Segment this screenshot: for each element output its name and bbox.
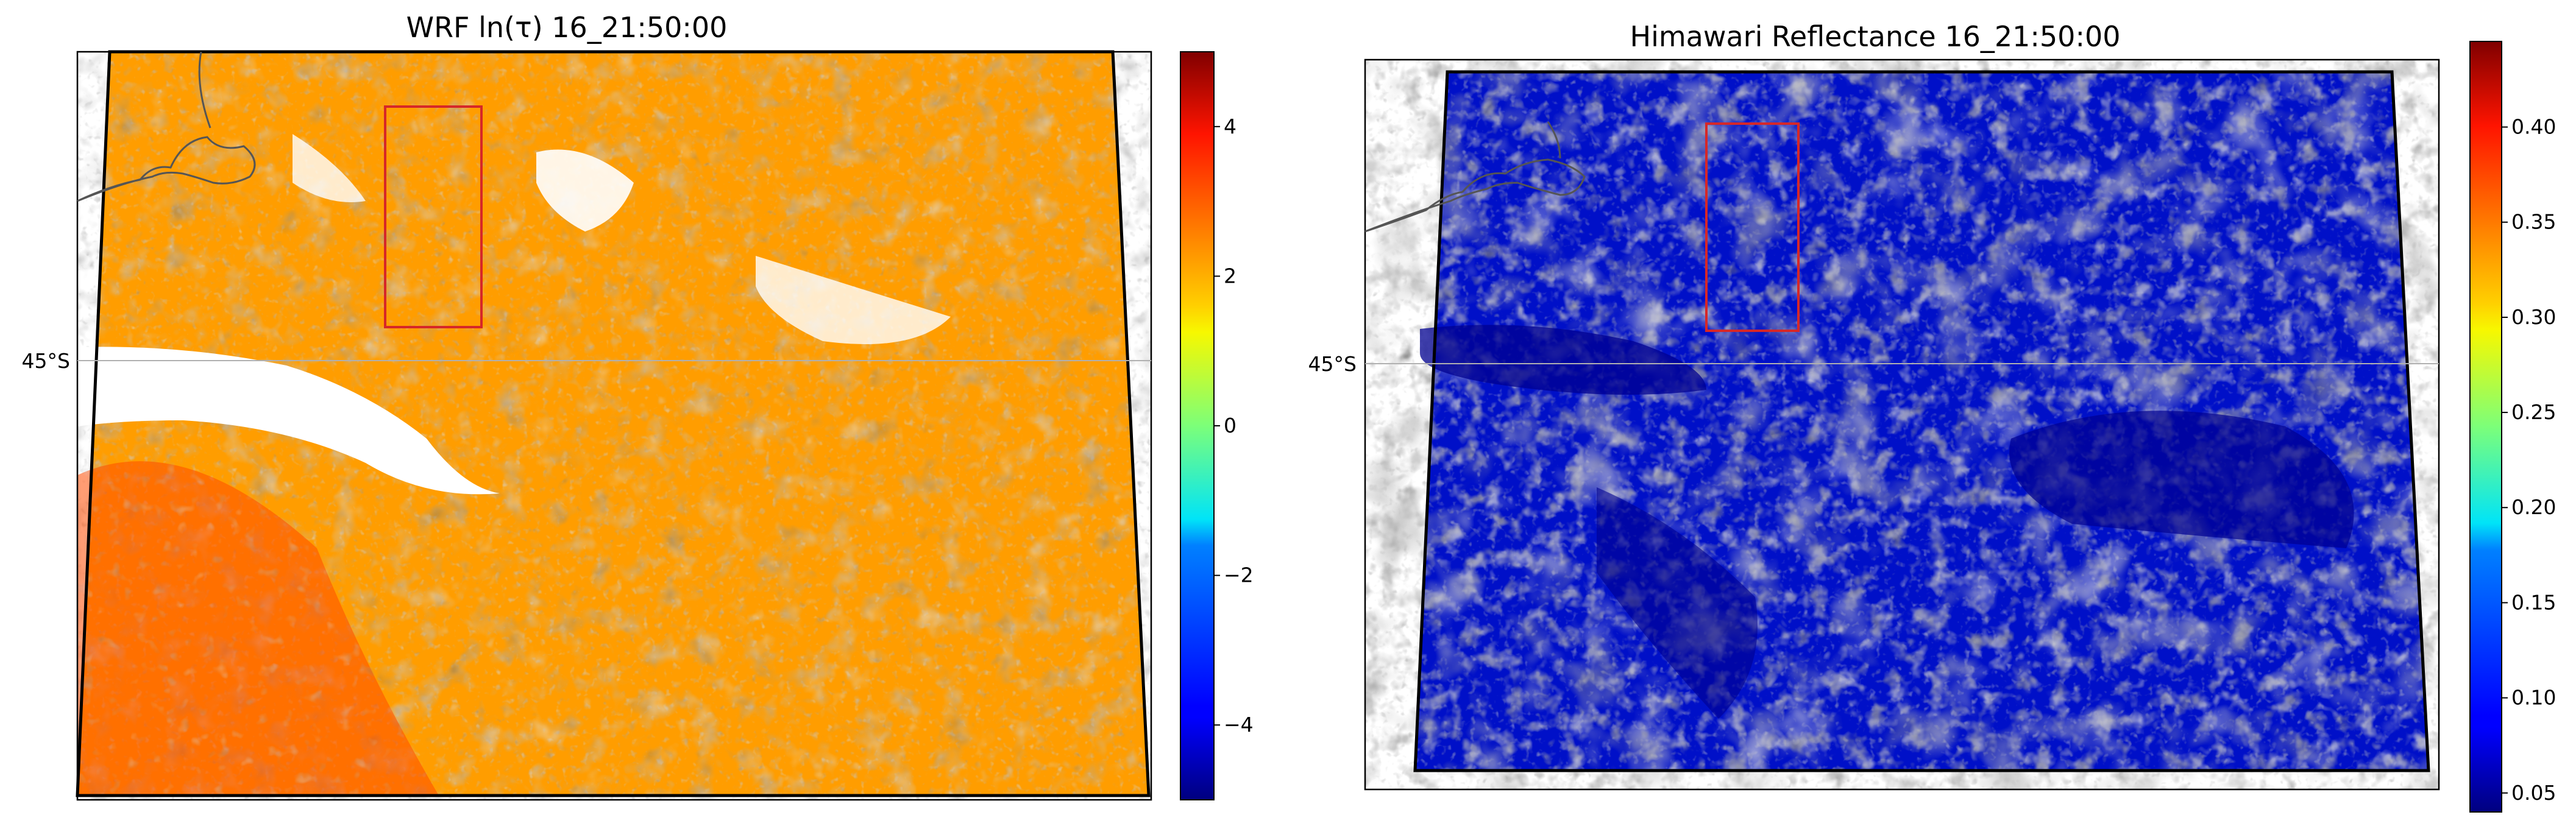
wrf-coastline: [77, 51, 256, 202]
wrf-colorbar-tick-label: 2: [1224, 264, 1237, 288]
wrf-heatmap: [77, 52, 1151, 800]
wrf-axes-frame: [76, 51, 1152, 801]
panel-title-wrf: WRF ln(τ) 16_21:50:00: [406, 11, 728, 44]
himawari-colorbar-tick-label: 0.40: [2511, 115, 2556, 139]
panel-himawari: Himawari Reflectance 16_21:50:00 45°S 0.…: [1308, 20, 2556, 813]
himawari-colorbar-ticks: 0.05 0.10 0.15 0.20 0.25 0.30 0.35 0.40: [2502, 115, 2556, 805]
wrf-colorbar-tick-label: 4: [1224, 115, 1237, 138]
himawari-colorbar-tick-label: 0.25: [2511, 400, 2556, 424]
wrf-colorbar-tick-label: −4: [1224, 713, 1254, 736]
himawari-coastline: [1364, 121, 1586, 233]
panel-title-himawari: Himawari Reflectance 16_21:50:00: [1630, 20, 2121, 53]
himawari-subregion-box: [1705, 122, 1800, 332]
himawari-colorbar-tick-label: 0.20: [2511, 495, 2556, 519]
wrf-colorbar-tick-label: 0: [1224, 414, 1237, 437]
himawari-colorbar-tick-label: 0.35: [2511, 210, 2556, 234]
wrf-colorbar-tick-label: −2: [1224, 563, 1254, 587]
wrf-subregion-box: [384, 105, 483, 328]
himawari-axes-frame: [1364, 58, 2440, 791]
wrf-colorbar: [1180, 51, 1215, 800]
himawari-colorbar-tick-label: 0.10: [2511, 686, 2556, 710]
himawari-colorbar: [2469, 41, 2502, 813]
wrf-lat-label: 45°S: [22, 349, 70, 373]
himawari-colorbar-tick-label: 0.05: [2511, 781, 2556, 805]
himawari-lat-label: 45°S: [1308, 352, 1357, 376]
himawari-colorbar-tick-label: 0.30: [2511, 305, 2556, 329]
wrf-colorbar-ticks: −4 −2 0 2 4: [1214, 115, 1254, 736]
panel-wrf: WRF ln(τ) 16_21:50:00 45°S: [22, 11, 1254, 801]
himawari-domain-boundary: [1413, 70, 2430, 772]
wrf-missing-channel: [77, 347, 500, 495]
himawari-heatmap: [1365, 60, 2439, 789]
himawari-colorbar-tick-label: 0.15: [2511, 590, 2556, 614]
